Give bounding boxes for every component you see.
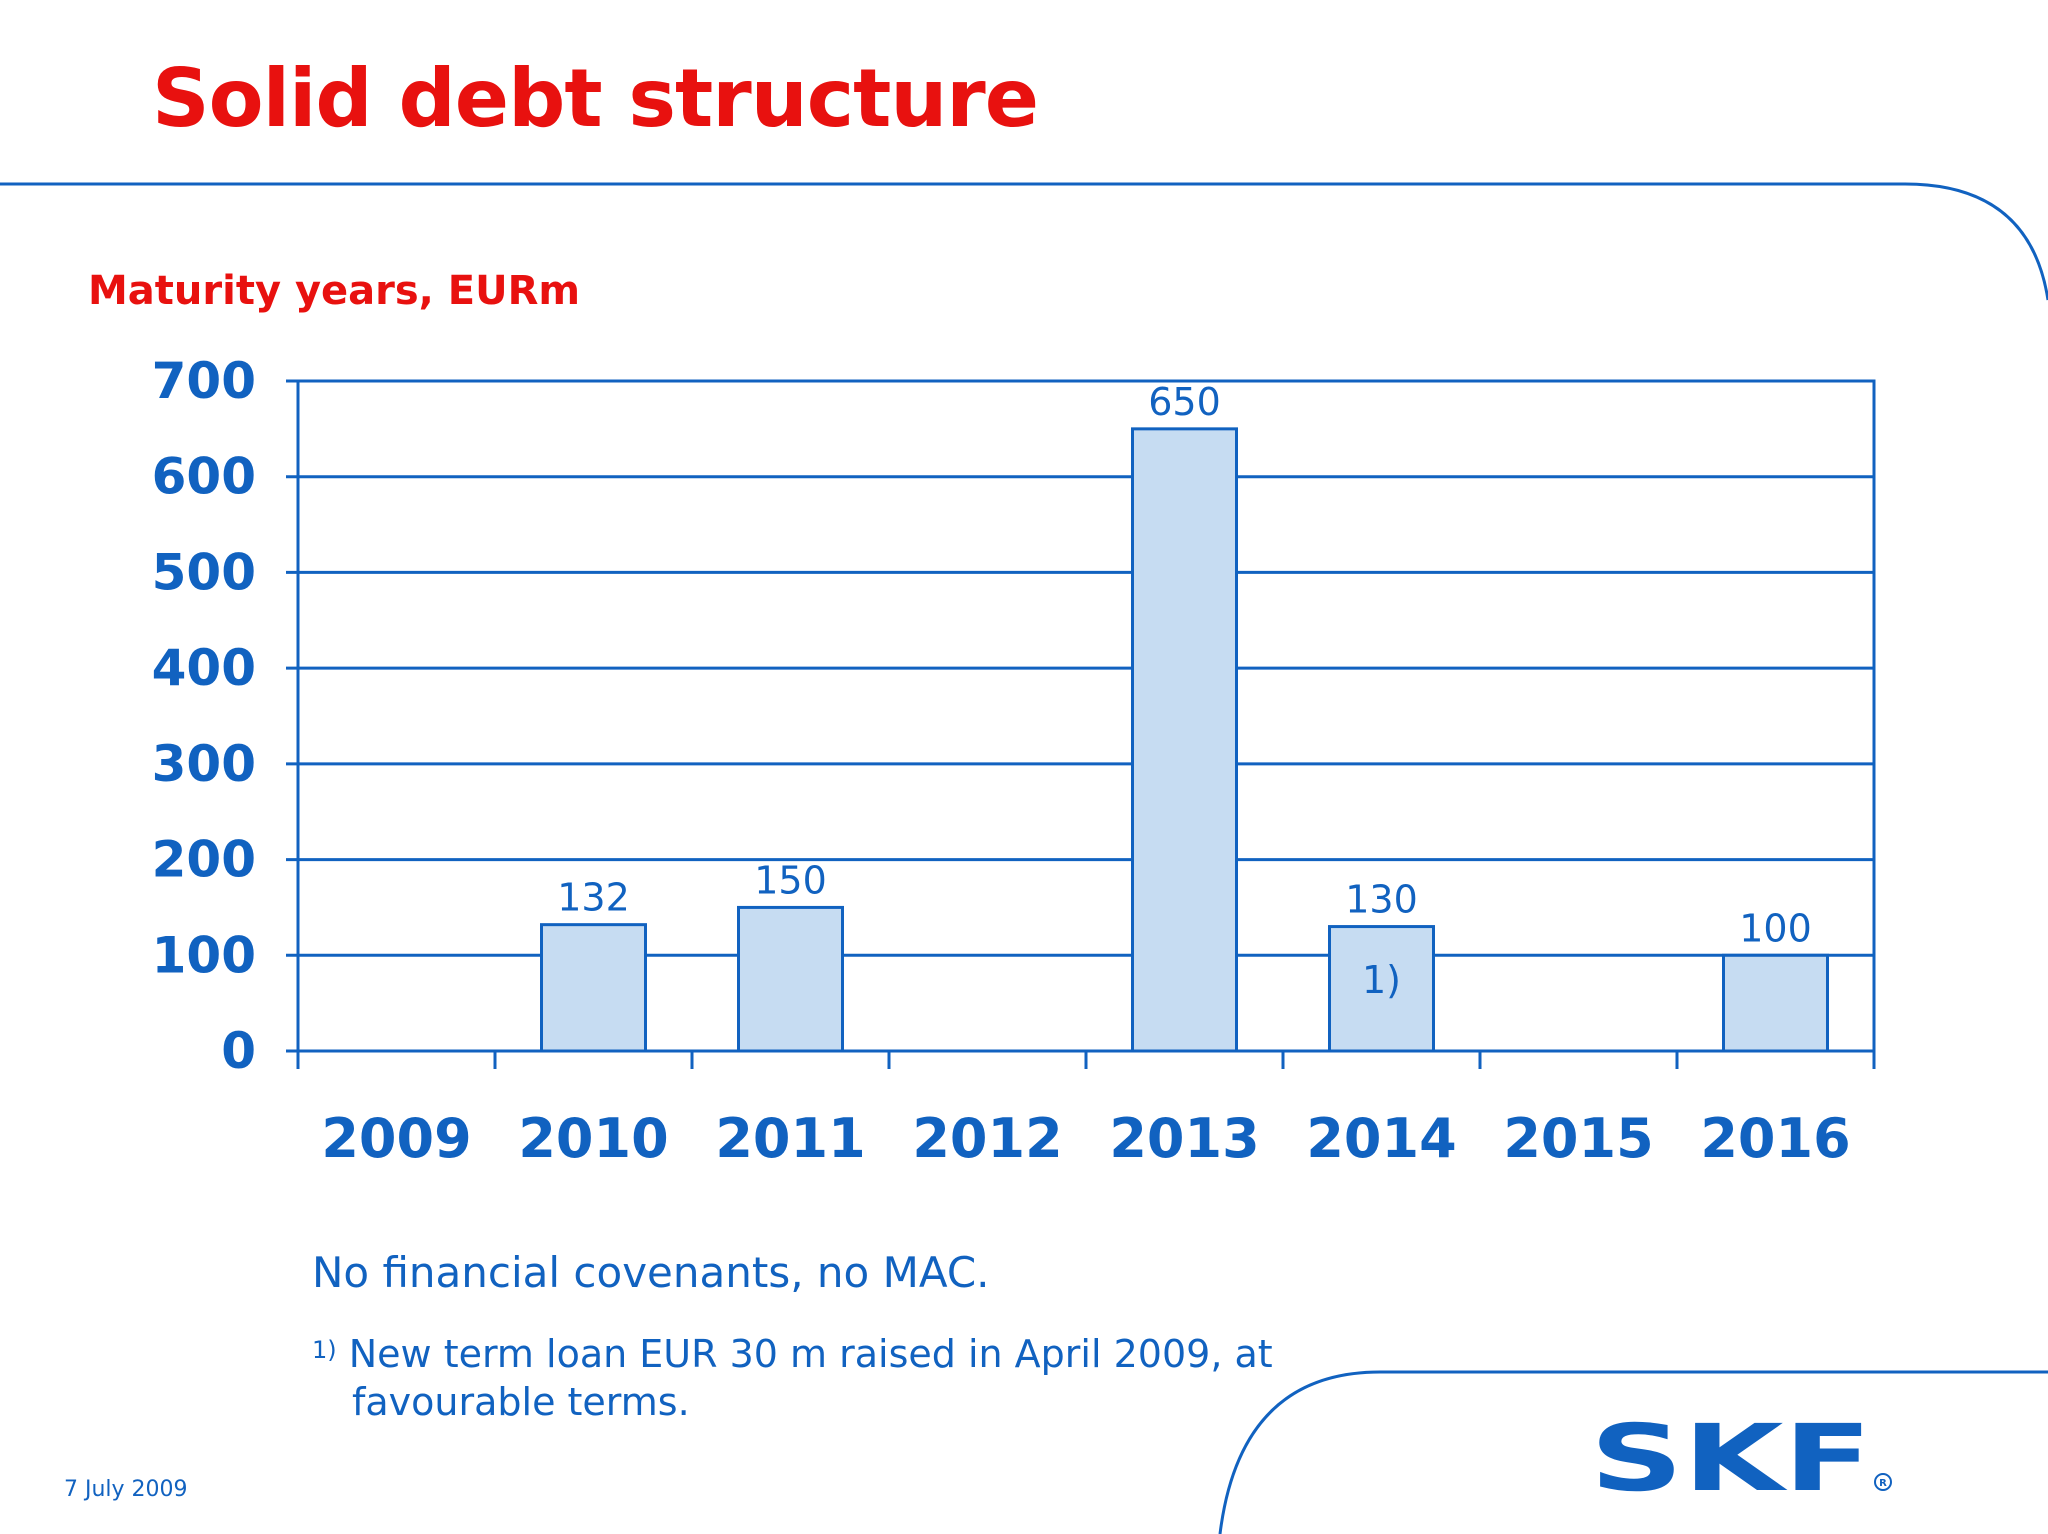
plot-frame: [296, 379, 1876, 1053]
data-label-2010: 132: [557, 876, 630, 920]
y-tick-label: 300: [152, 735, 256, 793]
data-label-2011: 150: [754, 858, 827, 902]
x-tick-label-2015: 2015: [1503, 1107, 1653, 1170]
chart-subtitle: Maturity years, EURm: [88, 268, 581, 314]
registered-mark-icon: [1874, 1473, 1892, 1491]
x-tick-label-2012: 2012: [912, 1107, 1062, 1170]
x-tick-label-2010: 2010: [518, 1107, 668, 1170]
footnote-line-2: favourable terms.: [352, 1380, 690, 1424]
x-tick-label-2013: 2013: [1109, 1107, 1259, 1170]
footnote-marker: 1): [312, 1336, 337, 1364]
bar-annotation-2014: 1): [1362, 958, 1401, 1002]
bar-2014: [1328, 925, 1435, 1053]
bar-2010: [540, 923, 647, 1053]
y-tick-label: 600: [152, 448, 256, 506]
x-tick-label-2009: 2009: [321, 1107, 471, 1170]
y-tick-label: 0: [221, 1022, 256, 1080]
footnote: 1) New term loan EUR 30 m raised in Apri…: [312, 1330, 1273, 1426]
axes: [296, 1051, 1876, 1069]
gridlines: [286, 379, 1876, 1053]
y-tick-label: 700: [152, 352, 256, 410]
data-label-2016: 100: [1739, 906, 1812, 950]
x-tick-label-2016: 2016: [1700, 1107, 1850, 1170]
note-no-covenants: No financial covenants, no MAC.: [312, 1248, 990, 1297]
header-divider-line: [0, 182, 2048, 301]
x-tick-label-2014: 2014: [1306, 1107, 1456, 1170]
y-tick-label: 100: [152, 926, 256, 984]
data-label-2013: 650: [1148, 380, 1221, 424]
registered-mark-letter: R: [1879, 1478, 1887, 1489]
bar-2013: [1131, 427, 1238, 1053]
y-tick-label: 400: [152, 639, 256, 697]
footnote-line-1: New term loan EUR 30 m raised in April 2…: [348, 1332, 1273, 1376]
bar-2011: [737, 905, 844, 1053]
y-tick-label: 200: [152, 831, 256, 889]
skf-logo-wordmark: SKF: [1590, 1418, 1872, 1496]
x-tick-label-2011: 2011: [715, 1107, 865, 1170]
slide-date: 7 July 2009: [64, 1477, 188, 1502]
slide-title: Solid debt structure: [152, 52, 1039, 145]
bar-2016: [1722, 953, 1829, 1053]
data-label-2014: 130: [1345, 878, 1418, 922]
y-tick-label: 500: [152, 543, 256, 601]
skf-logo: SKF R: [1590, 1418, 1892, 1496]
bars: [540, 427, 1829, 1053]
footer-arc-line: [1218, 1370, 2048, 1534]
labels: 0 100 200 300 400 500 600 700 2009 2010 132 2011 150…: [152, 352, 1851, 1170]
